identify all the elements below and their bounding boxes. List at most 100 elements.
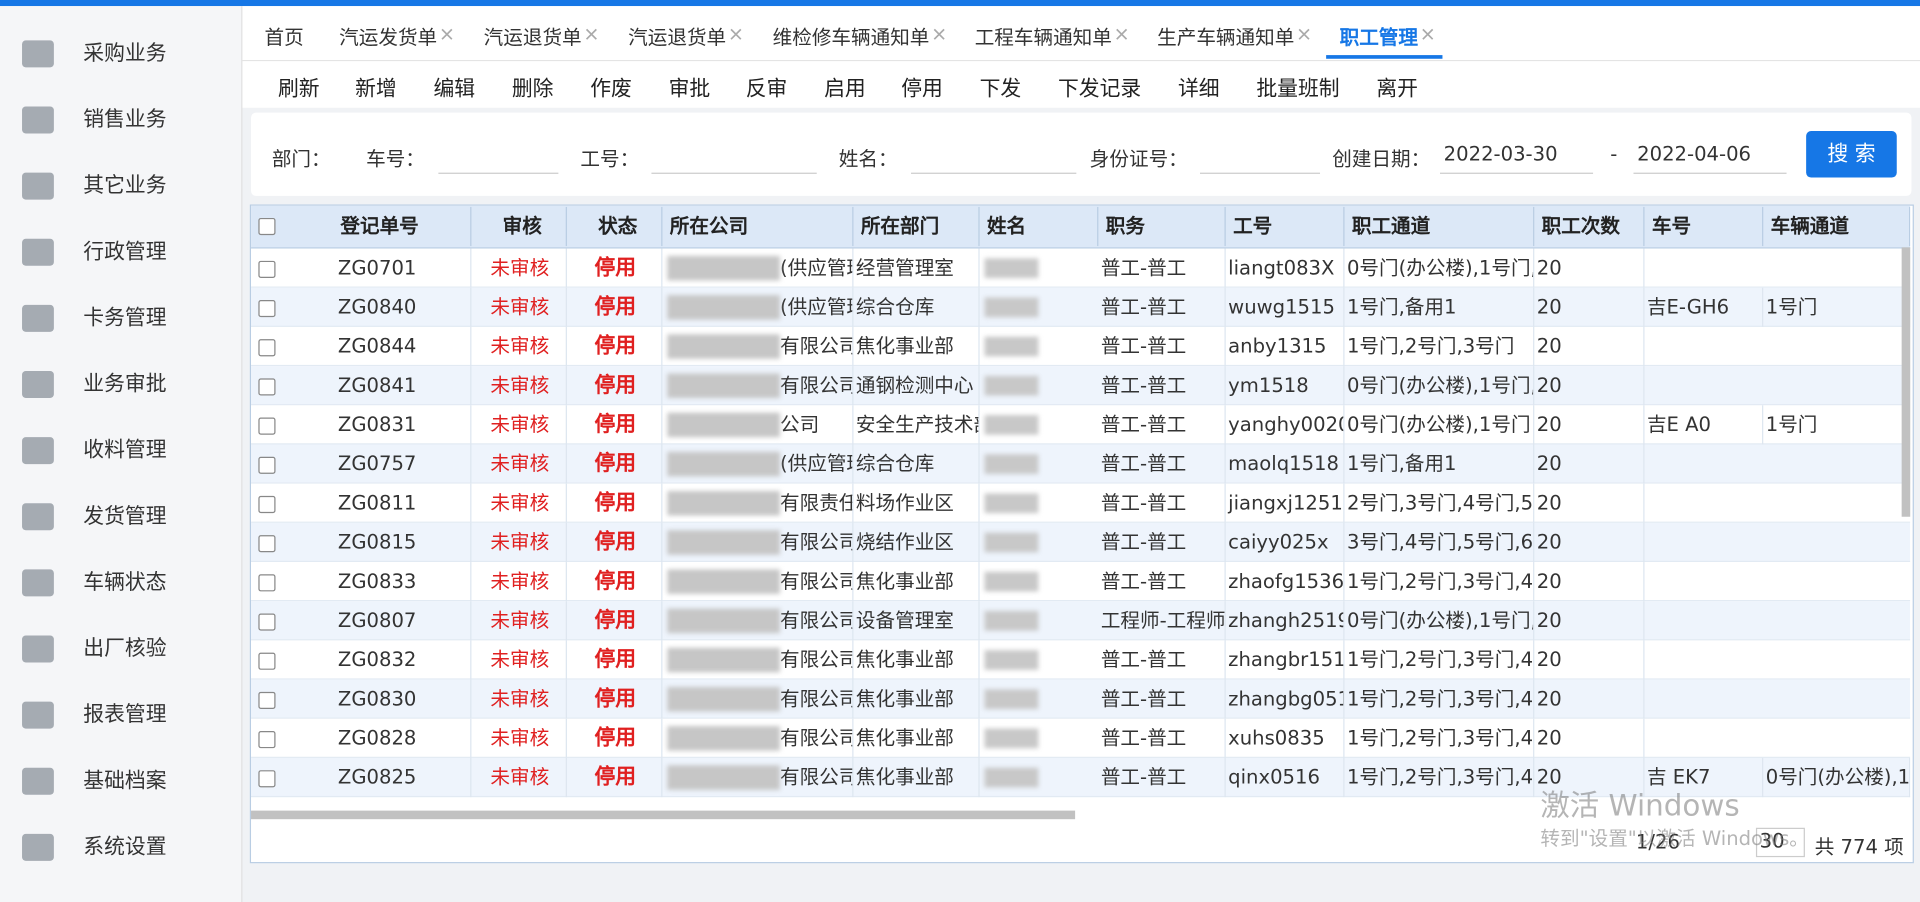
- toolbar-button[interactable]: 新增: [355, 77, 397, 102]
- table-cell: 1号门,2号门,3号门,4号门: [1345, 640, 1535, 680]
- tab-close[interactable]: [730, 28, 742, 40]
- sidebar-item[interactable]: 卡务管理: [83, 306, 167, 331]
- tab-close[interactable]: [1422, 28, 1434, 40]
- toolbar-button[interactable]: 离开: [1376, 77, 1418, 102]
- page-number[interactable]: 1/26: [1635, 830, 1680, 854]
- table-cell: 停用: [567, 287, 663, 327]
- sidebar-icon: [22, 40, 54, 68]
- date-to[interactable]: 2022-04-06: [1637, 142, 1752, 166]
- sidebar-item[interactable]: 销售业务: [83, 107, 167, 133]
- toolbar-button[interactable]: 停用: [901, 77, 943, 102]
- sidebar-item[interactable]: 收料管理: [83, 438, 167, 463]
- checkbox[interactable]: [258, 613, 276, 631]
- table-row: [251, 679, 1911, 719]
- search-input[interactable]: [651, 172, 817, 174]
- toolbar-button[interactable]: 下发记录: [1057, 77, 1142, 102]
- tab[interactable]: 首页: [264, 25, 304, 49]
- tab[interactable]: 工程车辆通知单: [974, 25, 1112, 49]
- toolbar-button[interactable]: 作废: [590, 77, 632, 102]
- table-cell: 1号门,2号门,3号门,4号门: [1345, 562, 1535, 602]
- checkbox[interactable]: [258, 770, 276, 788]
- checkbox[interactable]: [258, 417, 276, 435]
- toolbar: [242, 61, 1920, 108]
- table-cell: 20: [1534, 601, 1645, 641]
- toolbar-button[interactable]: 详细: [1177, 77, 1220, 102]
- checkbox[interactable]: [258, 378, 276, 396]
- tab-close[interactable]: [1298, 28, 1310, 40]
- table-cell: 20: [1534, 679, 1645, 719]
- table-cell: 未审核: [471, 287, 567, 327]
- tab-close[interactable]: [933, 28, 945, 40]
- toolbar-button[interactable]: 反审: [745, 77, 788, 102]
- table: 登记单号 审核 状态 所在公司 所在部门 姓名 职务 工号 职工通道 职工次数 车号 车辆通道 ZG07…: [251, 205, 1911, 811]
- tab-close[interactable]: [585, 28, 597, 40]
- table-cell: 安全生产技术部: [853, 405, 980, 445]
- sidebar-item[interactable]: 其它业务: [83, 173, 167, 199]
- tab-close[interactable]: [441, 28, 453, 40]
- sidebar-item[interactable]: 发货管理: [83, 504, 167, 529]
- sidebar-item[interactable]: 出厂核验: [83, 636, 167, 662]
- table-cell: (供应管理: [662, 287, 854, 327]
- checkbox[interactable]: [258, 456, 276, 474]
- table-cell: anby1315: [1226, 326, 1345, 367]
- table-cell: 普工-普工: [1098, 718, 1226, 758]
- sidebar-icon: [22, 701, 54, 729]
- sidebar-item[interactable]: 基础档案: [83, 768, 167, 794]
- table-cell: 1号门,备用1: [1345, 287, 1535, 327]
- table-row: [251, 248, 1911, 288]
- table-cell: 1号门: [1763, 405, 1911, 445]
- sidebar-item[interactable]: 采购业务: [83, 41, 167, 67]
- search-input[interactable]: [1200, 172, 1321, 174]
- table-cell: 20: [1534, 522, 1645, 563]
- search-input[interactable]: [911, 172, 1077, 174]
- checkbox[interactable]: [258, 652, 276, 670]
- table-cell: 普工-普工: [1098, 366, 1226, 406]
- table-cell: ZG0832: [282, 640, 472, 680]
- page-size[interactable]: 30: [1755, 827, 1805, 858]
- checkbox[interactable]: [258, 731, 276, 749]
- toolbar-button[interactable]: 编辑: [433, 77, 476, 102]
- search-input[interactable]: [438, 172, 559, 174]
- tab-close[interactable]: [1116, 28, 1128, 40]
- tab[interactable]: 维检修车辆通知单: [772, 25, 930, 49]
- checkbox[interactable]: [258, 300, 276, 318]
- checkbox[interactable]: [258, 574, 276, 592]
- tab[interactable]: 汽运退货单: [628, 25, 727, 49]
- table-cell: ZG0841: [282, 366, 472, 406]
- search-button[interactable]: 搜 索: [1806, 131, 1897, 178]
- toolbar-button[interactable]: 下发: [979, 77, 1022, 102]
- date-sep: -: [1610, 142, 1618, 166]
- toolbar-button[interactable]: 批量班制: [1256, 77, 1340, 102]
- toolbar-button[interactable]: 刷新: [277, 77, 320, 102]
- table-cell: 停用: [567, 679, 663, 719]
- table-cell: 吉E A0: [1645, 405, 1764, 445]
- table-cell: 焦化事业部: [853, 679, 980, 719]
- tab[interactable]: 汽运退货单: [483, 25, 582, 49]
- sidebar-item[interactable]: 报表管理: [83, 702, 167, 728]
- tab[interactable]: 职工管理: [1339, 25, 1418, 49]
- tab[interactable]: 汽运发货单: [339, 25, 438, 49]
- search-panel: [251, 112, 1912, 196]
- toolbar-button[interactable]: 审批: [668, 77, 711, 102]
- checkbox[interactable]: [258, 260, 276, 278]
- sidebar-item[interactable]: 行政管理: [83, 240, 167, 265]
- toolbar-button[interactable]: 删除: [511, 77, 554, 102]
- table-cell: 焦化事业部: [853, 718, 980, 758]
- table-cell: 有限公司: [662, 601, 854, 641]
- sidebar-item[interactable]: 业务审批: [83, 372, 167, 397]
- checkbox[interactable]: [258, 535, 276, 553]
- checkbox[interactable]: [258, 339, 276, 357]
- table-cell: 普工-普工: [1098, 444, 1226, 484]
- table-cell: 普工-普工: [1098, 562, 1226, 602]
- tab[interactable]: 生产车辆通知单: [1157, 25, 1295, 49]
- sidebar-item[interactable]: 车辆状态: [83, 570, 167, 596]
- sidebar-item[interactable]: 系统设置: [83, 835, 167, 860]
- checkbox[interactable]: [258, 495, 276, 514]
- blurred-company: [667, 373, 781, 398]
- toolbar-button[interactable]: 启用: [824, 77, 866, 102]
- checkbox[interactable]: [258, 217, 276, 236]
- date-from[interactable]: 2022-03-30: [1443, 142, 1558, 166]
- checkbox[interactable]: [258, 691, 276, 709]
- search-label: 身份证号：: [1089, 146, 1188, 171]
